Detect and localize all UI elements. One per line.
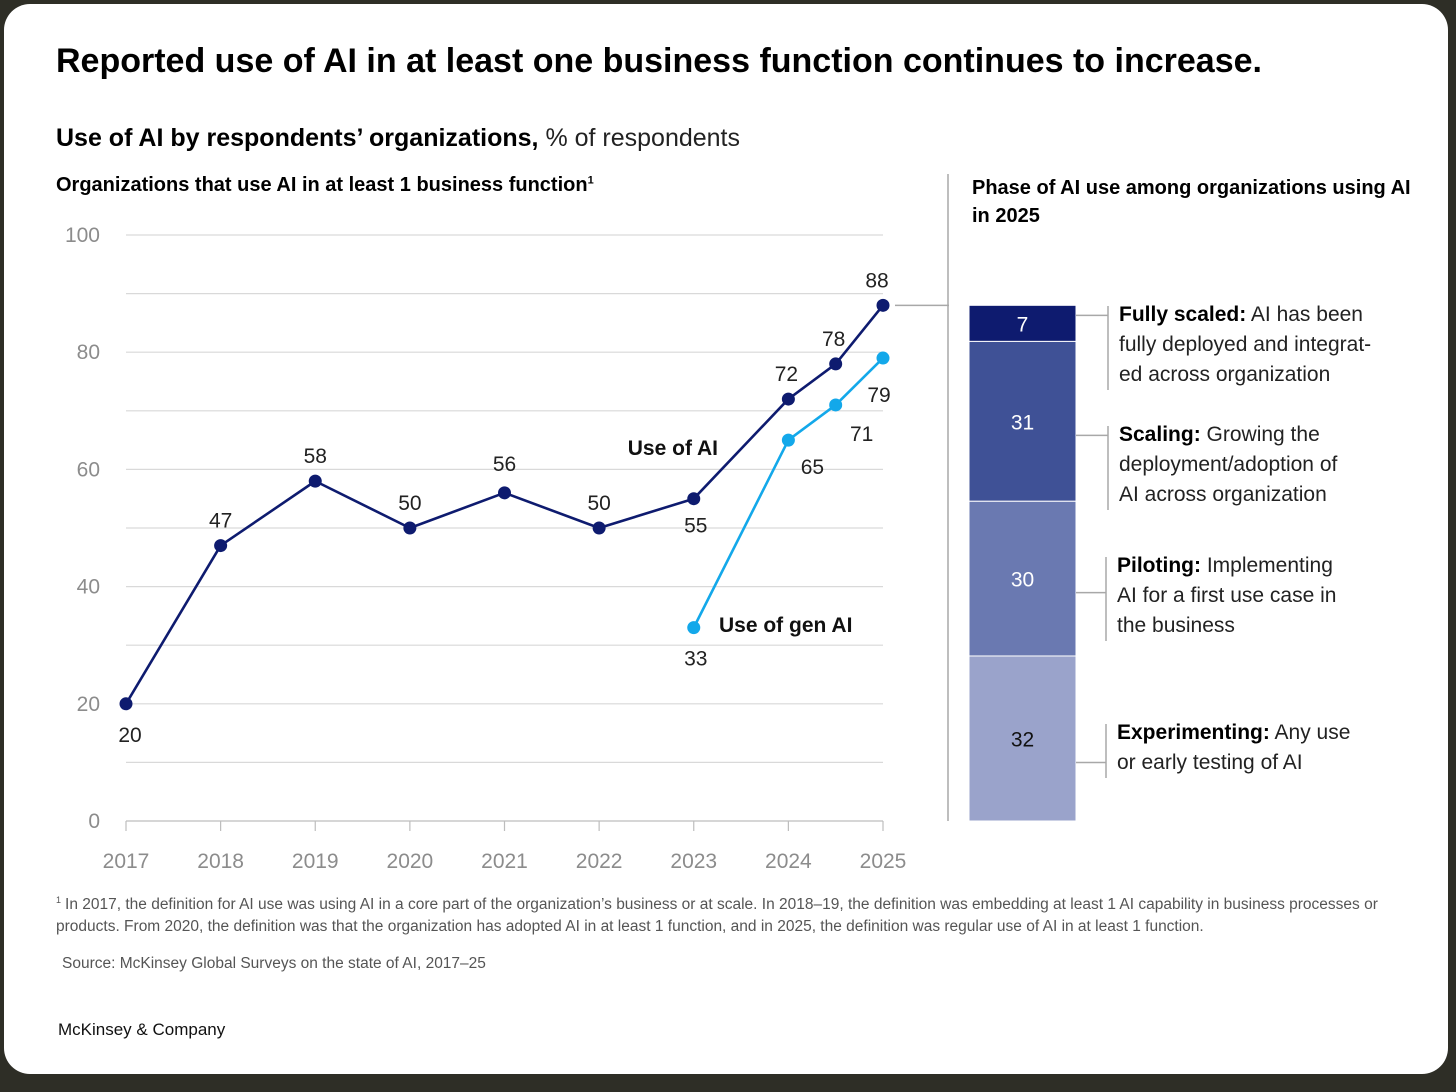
source-note: Source: McKinsey Global Surveys on the s… [62,955,486,972]
bar-segment-value: 32 [1011,728,1034,751]
footnote-marker: 1 [587,174,594,187]
data-label: 55 [684,515,707,538]
data-label: 47 [209,510,232,533]
data-label: 58 [304,445,327,468]
series-label-use-of-gen-ai: Use of gen AI [719,614,852,637]
data-label: 79 [867,384,890,407]
data-point-use-of-ai [403,521,417,535]
subtitle-unit: % of respondents [545,124,741,152]
data-label: 78 [822,328,845,351]
y-tick-label: 60 [77,458,100,481]
phase-label: Experimenting: Any use or early testing o… [1117,718,1427,778]
chart-title: Reported use of AI in at least one busin… [56,42,1262,80]
bar-segment-value: 30 [1011,569,1034,592]
x-tick-label: 2023 [670,850,717,873]
data-label: 71 [850,423,873,446]
data-label: 33 [684,648,707,671]
y-tick-label: 80 [77,341,100,364]
series-line-use-of-gen-ai [692,357,884,629]
chart-subtitle: Use of AI by respondents’ organizations,… [56,124,740,153]
phase-description-line: AI across organization [1119,483,1327,506]
bar-segment [968,340,1077,502]
bar-chart-title: Phase of AI use among organizations usin… [972,177,1411,227]
x-tick-label: 2025 [860,850,907,873]
line-chart-title: Organizations that use AI in at least 1 … [56,174,594,197]
data-label: 72 [775,363,798,386]
bar-segment-value: 31 [1011,411,1034,434]
data-point-use-of-gen-ai [781,433,795,447]
y-tick-label: 20 [77,693,100,716]
phase-name: Fully scaled: [1119,303,1247,326]
phase-description-line: or early testing of AI [1117,751,1303,774]
phase-name: Scaling: [1119,423,1201,446]
data-point-use-of-gen-ai [829,398,843,412]
data-label: 56 [493,453,516,476]
data-point-use-of-ai [687,492,701,506]
bar-segment-value: 7 [1017,313,1029,336]
data-point-use-of-gen-ai [687,621,701,635]
data-point-use-of-ai [214,539,228,553]
footnote: 1 In 2017, the definition for AI use was … [56,890,1386,937]
footnote-marker: 1 [56,895,62,905]
data-point-use-of-gen-ai [876,351,890,365]
brand-logo: McKinsey & Company [58,1020,226,1039]
footnote-text: In 2017, the definition for AI use was u… [56,896,1378,935]
data-point-use-of-ai [829,357,843,371]
phase-name: Experimenting: [1117,721,1270,744]
phase-description-line: ed across organization [1119,363,1331,386]
y-tick-label: 100 [65,224,100,247]
x-tick-label: 2021 [481,850,528,873]
series-label-use-of-ai: Use of AI [628,437,718,460]
phase-label: Fully scaled: AI has been fully deployed … [1119,300,1429,390]
data-point-use-of-ai [781,392,795,406]
phase-description-line: AI for a first use case in [1117,584,1337,607]
chart-card [4,4,1448,1074]
data-label: 88 [865,269,888,292]
phase-name: Piloting: [1117,554,1201,577]
line-chart-title-text: Organizations that use AI in at least 1 … [56,174,588,196]
data-point-use-of-ai [876,298,890,312]
x-tick-label: 2020 [387,850,434,873]
phase-description-line: Any use [1269,721,1351,744]
bar-segment [968,655,1077,822]
phase-description-line: deployment/adoption of [1119,453,1338,476]
x-tick-label: 2022 [576,850,623,873]
data-label: 50 [398,492,421,515]
phase-label: Scaling: Growing the deployment/adoption … [1119,420,1429,510]
x-tick-label: 2017 [103,850,150,873]
subtitle-main: Use of AI by respondents’ organizations, [56,124,539,152]
data-point-use-of-ai [498,486,511,500]
phase-description-line: Implementing [1200,554,1333,577]
phase-description-line: the business [1117,614,1235,637]
phase-description-line: AI has been [1246,303,1363,326]
data-label: 20 [118,724,141,747]
data-point-use-of-ai [592,521,606,535]
y-tick-label: 40 [77,576,100,599]
data-point-use-of-ai [119,697,133,711]
x-tick-label: 2024 [765,850,812,873]
data-point-use-of-ai [308,474,322,488]
data-label: 50 [587,492,610,515]
phase-description-line: Growing the [1200,423,1320,446]
data-label: 65 [801,456,824,479]
x-tick-label: 2018 [197,850,244,873]
phase-description-line: fully deployed and integrat- [1119,333,1372,356]
phase-label: Piloting: Implementing AI for a first use… [1117,551,1427,641]
y-tick-label: 0 [88,810,100,833]
x-tick-label: 2019 [292,850,339,873]
series-line-use-of-ai [124,304,885,705]
